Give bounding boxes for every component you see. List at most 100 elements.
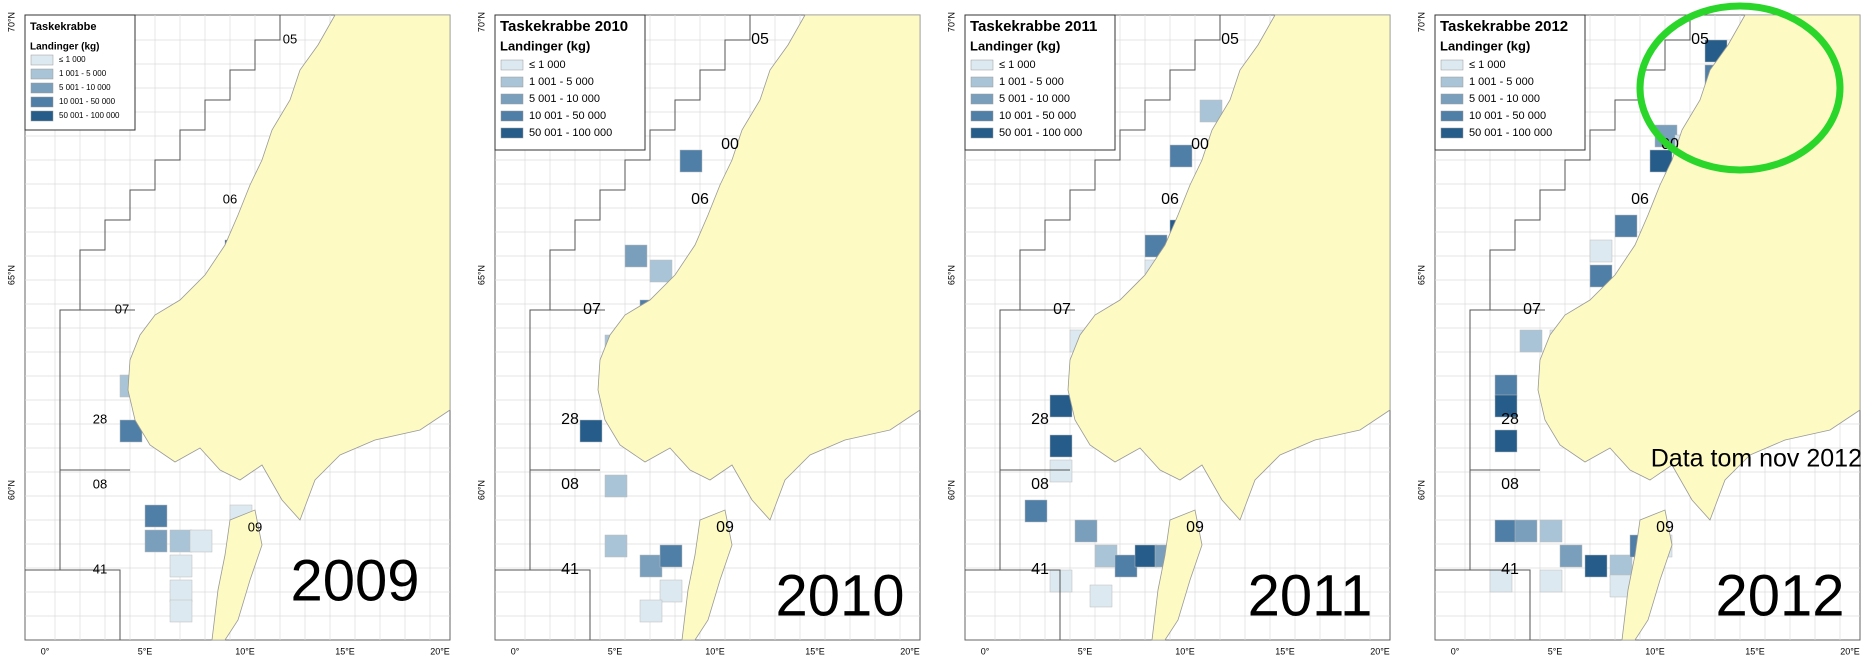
legend-swatch (1440, 59, 1464, 71)
land (1151, 509, 1203, 641)
legend-swatch (1440, 127, 1464, 139)
landing-cell (169, 529, 193, 553)
zone-label: 06 (1161, 191, 1179, 208)
zone-label: 41 (561, 561, 579, 578)
landing-cell (169, 579, 193, 603)
landing-cell (1539, 519, 1563, 543)
zone-label: 07 (583, 301, 601, 318)
zone-boundary (25, 569, 121, 640)
legend-swatch (500, 76, 524, 88)
latitude-label: 65°N (946, 265, 956, 285)
longitude-label: 5°E (608, 646, 623, 656)
longitude-label: 10°E (235, 646, 255, 656)
latitude-label: 65°N (1416, 265, 1426, 285)
legend-label: 50 001 - 100 000 (1469, 127, 1552, 139)
legend: Taskekrabbe 2012 Landinger (kg) ≤ 1 000 1 0… (1434, 14, 1586, 151)
year-label: 2009 (290, 548, 419, 613)
legend-label: 5 001 - 10 000 (529, 93, 600, 105)
landing-cell (1589, 264, 1613, 288)
zone-label: 09 (1656, 519, 1674, 536)
longitude-label: 5°E (1548, 646, 1563, 656)
zone-label: 05 (283, 31, 297, 46)
latitude-label: 70°N (6, 12, 16, 32)
zone-label: 06 (1631, 191, 1649, 208)
zone-label: 06 (223, 191, 237, 206)
zone-label: 08 (1031, 476, 1049, 493)
landing-cell (1514, 519, 1538, 543)
landing-cell (1539, 569, 1563, 593)
landing-cell (1494, 519, 1518, 543)
legend-swatch (30, 82, 54, 94)
landing-cell (1134, 544, 1158, 568)
zone-label: 08 (561, 476, 579, 493)
legend-label: 1 001 - 5 000 (59, 69, 107, 78)
landing-cell (169, 599, 193, 623)
landing-cell (1199, 99, 1223, 123)
legend-swatch (970, 110, 994, 122)
zone-label: 41 (1501, 561, 1519, 578)
zone-label: 09 (248, 519, 262, 534)
longitude-label: 0° (41, 646, 50, 656)
legend: Taskekrabbe 2010 Landinger (kg) ≤ 1 000 1 0… (494, 14, 646, 151)
legend-label: 1 001 - 5 000 (999, 76, 1064, 88)
legend-label: 10 001 - 50 000 (999, 110, 1076, 122)
legend-label: 1 001 - 5 000 (1469, 76, 1534, 88)
legend-label: 5 001 - 10 000 (1469, 93, 1540, 105)
landing-cell (1494, 429, 1518, 453)
zone-label: 28 (1501, 411, 1519, 428)
landing-cell (1169, 144, 1193, 168)
landing-cell (1584, 554, 1608, 578)
zone-label: 09 (1186, 519, 1204, 536)
land (1537, 14, 1861, 521)
landing-cell (639, 599, 663, 623)
legend-label: 10 001 - 50 000 (1469, 110, 1546, 122)
longitude-label: 5°E (138, 646, 153, 656)
landing-cell (144, 504, 168, 528)
zone-label: 41 (93, 561, 107, 576)
legend-box (494, 14, 646, 151)
zone-label: 41 (1031, 561, 1049, 578)
landing-cell (1049, 569, 1073, 593)
legend-label: 10 001 - 50 000 (529, 110, 606, 122)
legend-swatch (500, 110, 524, 122)
landing-cell (1089, 584, 1113, 608)
longitude-label: 0° (981, 646, 990, 656)
longitude-label: 20°E (1370, 646, 1390, 656)
land (1621, 509, 1673, 641)
legend-swatch (30, 110, 54, 122)
zone-label: 07 (115, 301, 129, 316)
legend-swatch (500, 59, 524, 71)
land (1067, 14, 1391, 521)
zone-label: 00 (721, 136, 739, 153)
legend-title: Taskekrabbe (30, 21, 96, 33)
legend-swatch (1440, 110, 1464, 122)
latitude-label: 65°N (476, 265, 486, 285)
landing-cell (604, 534, 628, 558)
longitude-label: 15°E (1745, 646, 1765, 656)
landing-cell (1614, 214, 1638, 238)
landing-cell (649, 259, 673, 283)
landing-cell (1559, 544, 1583, 568)
latitude-label: 60°N (1416, 480, 1426, 500)
legend: Taskekrabbe 2011 Landinger (kg) ≤ 1 000 1 0… (964, 14, 1116, 151)
zone-label: 28 (1031, 411, 1049, 428)
map-panel: 05 00 06 07 28 08 09 41 Taskekrabbe 2011 Landinge… (946, 12, 1391, 656)
legend-label: 50 001 - 100 000 (999, 127, 1082, 139)
legend-subtitle: Landinger (kg) (970, 38, 1060, 53)
zone-boundary (965, 569, 1061, 640)
legend-swatch (500, 93, 524, 105)
year-label: 2012 (1715, 563, 1844, 628)
zone-boundary (495, 569, 591, 640)
landing-cell (1114, 554, 1138, 578)
legend-swatch (970, 76, 994, 88)
longitude-label: 0° (1451, 646, 1460, 656)
land (597, 14, 921, 521)
longitude-label: 20°E (1840, 646, 1860, 656)
landing-cell (659, 579, 683, 603)
map-panel: 05 06 07 28 08 09 41 Taskekrabbe Landinger (kg) ≤… (6, 12, 451, 656)
zone-label: 08 (1501, 476, 1519, 493)
landing-cell (579, 419, 603, 443)
zone-label: 05 (1221, 31, 1239, 48)
legend-label: 5 001 - 10 000 (999, 93, 1070, 105)
